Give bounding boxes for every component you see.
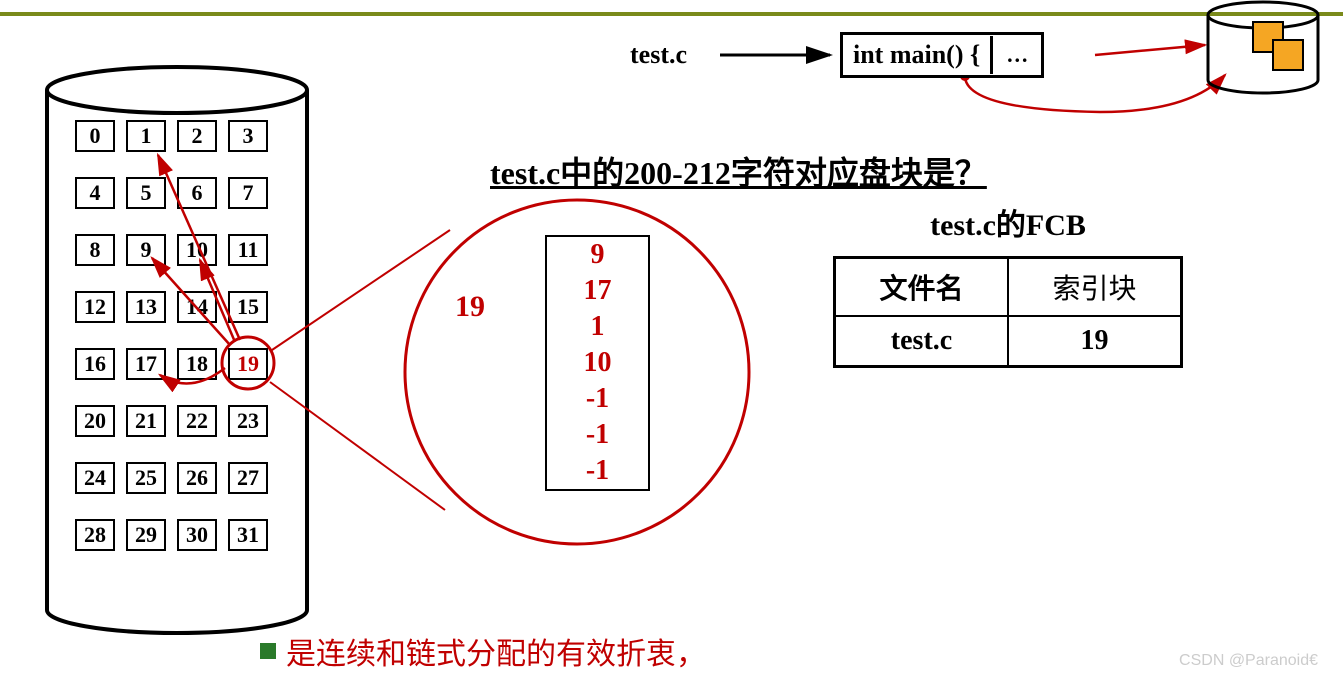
disk-block-7: 7 [228,177,268,209]
disk-block-25: 25 [126,462,166,494]
fcb-section: test.c的FCB 文件名 索引块 test.c 19 [833,200,1183,368]
fcb-header-row: 文件名 索引块 [835,258,1182,317]
disk-block-11: 11 [228,234,268,266]
fcb-data-row: test.c 19 [835,316,1182,367]
disk-cylinder-diagram: 0 1 2 3 4 5 6 7 8 9 10 11 12 13 14 15 16… [40,65,315,635]
index-entry-3: 10 [547,345,648,381]
disk-block-20: 20 [75,405,115,437]
disk-block-10: 10 [177,234,217,266]
file-name-label: test.c [630,40,687,70]
file-content-tail: … [993,42,1041,68]
index-entry-4: -1 [547,381,648,417]
disk-block-30: 30 [177,519,217,551]
disk-block-26: 26 [177,462,217,494]
index-block-table: 9 17 1 10 -1 -1 -1 [545,235,650,491]
disk-block-18: 18 [177,348,217,380]
index-entry-5: -1 [547,417,648,453]
disk-block-0: 0 [75,120,115,152]
disk-block-4: 4 [75,177,115,209]
file-content-text: int main() { [843,36,993,74]
disk-block-8: 8 [75,234,115,266]
disk-block-9: 9 [126,234,166,266]
disk-block-22: 22 [177,405,217,437]
fcb-title: test.c的FCB [833,200,1183,244]
accent-top-line [0,12,1343,16]
fcb-header-filename: 文件名 [835,258,1009,317]
disk-block-6: 6 [177,177,217,209]
disk-block-16: 16 [75,348,115,380]
disk-block-23: 23 [228,405,268,437]
disk-block-19-highlighted: 19 [228,348,268,380]
disk-block-27: 27 [228,462,268,494]
index-block-label: 19 [455,290,485,324]
disk-block-grid: 0 1 2 3 4 5 6 7 8 9 10 11 12 13 14 15 16… [75,120,280,576]
bullet-text: 是连续和链式分配的有效折衷， [286,629,706,673]
fcb-cell-filename: test.c [835,316,1009,367]
disk-block-24: 24 [75,462,115,494]
disk-block-12: 12 [75,291,115,323]
fcb-table: 文件名 索引块 test.c 19 [833,256,1183,368]
disk-block-1: 1 [126,120,166,152]
disk-block-28: 28 [75,519,115,551]
disk-block-17: 17 [126,348,166,380]
index-entry-2: 1 [547,309,648,345]
file-content-box: int main() { … [840,32,1044,78]
storage-disk-icon [1198,0,1328,100]
bullet-square-icon [260,643,276,659]
index-entry-1: 17 [547,273,648,309]
disk-block-15: 15 [228,291,268,323]
index-entry-0: 9 [547,237,648,273]
summary-bullet: 是连续和链式分配的有效折衷， [260,629,706,673]
disk-block-29: 29 [126,519,166,551]
disk-block-5: 5 [126,177,166,209]
disk-block-31: 31 [228,519,268,551]
fcb-header-indexblock: 索引块 [1008,258,1182,317]
fcb-cell-indexblock: 19 [1008,316,1182,367]
disk-block-3: 3 [228,120,268,152]
index-entry-6: -1 [547,453,648,489]
disk-block-14: 14 [177,291,217,323]
disk-block-13: 13 [126,291,166,323]
question-heading: test.c中的200-212字符对应盘块是？ [490,148,987,194]
disk-block-21: 21 [126,405,166,437]
watermark-text: CSDN @Paranoid€ [1179,652,1318,670]
disk-block-2: 2 [177,120,217,152]
